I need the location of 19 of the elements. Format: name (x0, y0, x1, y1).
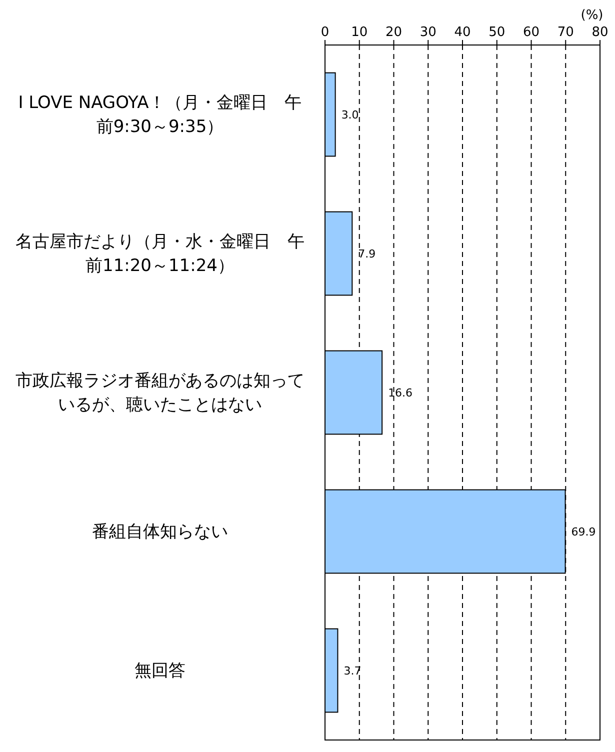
x-tick-label: 70 (557, 25, 574, 40)
x-tick-label: 50 (488, 25, 506, 40)
y-tick-label: 名古屋市だより（月・水・金曜日 午前11:20～11:24） (14, 230, 306, 278)
x-tick-label: 10 (351, 25, 368, 40)
x-tick-label: 60 (522, 25, 540, 40)
data-label: 69.9 (571, 526, 596, 538)
y-tick-label: 番組自体知らない (91, 520, 229, 544)
x-tick-label: 80 (592, 25, 608, 40)
data-label: 3.7 (344, 664, 362, 678)
data-label: 16.6 (388, 386, 413, 400)
data-label: 3.0 (341, 108, 359, 122)
x-tick-label: 0 (320, 25, 330, 40)
y-tick-label: I LOVE NAGOYA！（月・金曜日 午前9:30～9:35） (17, 92, 303, 138)
x-axis-title: (%) (580, 8, 604, 23)
y-tick-label: 市政広報ラジオ番組があるのは知っているが、聴いたことはない (14, 370, 306, 416)
x-tick-label: 30 (420, 25, 436, 40)
y-tick-label: 無回答 (134, 660, 186, 682)
x-tick-label: 40 (454, 25, 471, 40)
x-tick-label: 20 (385, 25, 402, 40)
